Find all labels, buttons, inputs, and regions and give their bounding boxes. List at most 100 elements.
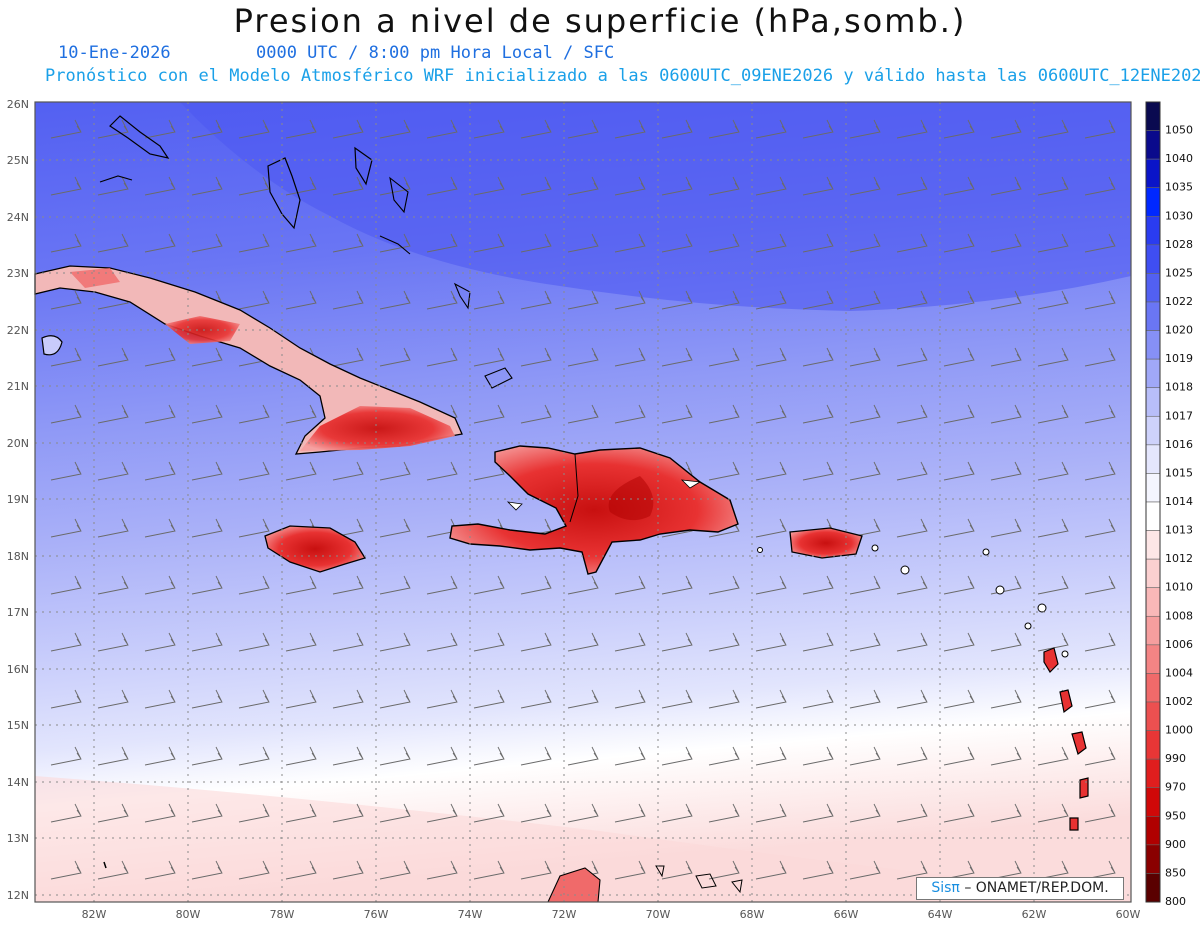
lon-label: 82W [82, 908, 107, 921]
colorbar-label: 1022 [1165, 295, 1193, 308]
lat-label: 14N [7, 776, 29, 789]
lon-label: 80W [176, 908, 201, 921]
colorbar-swatch [1145, 444, 1161, 474]
colorbar-swatch [1145, 758, 1161, 789]
colorbar-label: 1020 [1165, 324, 1193, 337]
colorbar-label: 1040 [1165, 152, 1193, 165]
colorbar-swatch [1145, 215, 1161, 246]
colorbar-label: 900 [1165, 838, 1186, 851]
lesser-antilles [1043, 647, 1089, 831]
valid-time: 0000 UTC / 8:00 pm Hora Local / SFC [256, 43, 615, 63]
colorbar-label: 1035 [1165, 181, 1193, 194]
colorbar-label: 1030 [1165, 209, 1193, 222]
colorbar-swatch [1145, 273, 1161, 303]
colorbar-label: 1016 [1165, 438, 1193, 451]
colorbar-label: 970 [1165, 781, 1186, 794]
colorbar-label: 1010 [1165, 581, 1193, 594]
latitude-axis: 26N 25N 24N 23N 22N 21N 20N 19N 18N 17N … [7, 98, 29, 902]
florida-keys [109, 115, 170, 159]
colorbar-swatch [1145, 815, 1161, 846]
lon-label: 60W [1116, 908, 1141, 921]
colorbar-label: 1012 [1165, 552, 1193, 565]
credit-box: Sisπ – ONAMET/REP.DOM. [916, 877, 1124, 900]
colorbar-swatch [1145, 501, 1161, 531]
lon-label: 72W [552, 908, 577, 921]
colorbar-label: 1050 [1165, 124, 1193, 137]
lon-label: 76W [364, 908, 389, 921]
colorbar-label: 800 [1165, 895, 1186, 908]
lat-label: 18N [7, 550, 29, 563]
jamaica [264, 525, 367, 573]
colorbar-swatch [1145, 387, 1161, 417]
lon-label: 64W [928, 908, 953, 921]
lat-label: 20N [7, 437, 29, 450]
lon-label: 70W [646, 908, 671, 921]
colorbar-swatch [1145, 101, 1161, 131]
lat-label: 17N [7, 606, 29, 619]
colorbar-label: 1014 [1165, 495, 1193, 508]
lon-label: 68W [740, 908, 765, 921]
lat-label: 19N [7, 493, 29, 506]
colorbar-label: 1006 [1165, 638, 1193, 651]
pressure-map: 26N 25N 24N 23N 22N 21N 20N 19N 18N 17N … [7, 98, 1193, 921]
colorbar-label: 1013 [1165, 524, 1193, 537]
colorbar-label: 1008 [1165, 609, 1193, 622]
colorbar-swatch [1145, 873, 1161, 903]
lon-label: 74W [458, 908, 483, 921]
colorbar-swatch [1145, 301, 1161, 331]
colorbar-swatch [1145, 644, 1161, 674]
colorbar-swatch [1145, 587, 1161, 617]
lat-label: 12N [7, 889, 29, 902]
colorbar-label: 1002 [1165, 695, 1193, 708]
longitude-axis: 82W 80W 78W 76W 74W 72W 70W 68W 66W 64W … [82, 908, 1141, 921]
colorbar-swatch [1145, 244, 1161, 274]
colorbar-swatch [1145, 330, 1161, 360]
colorbar-swatch [1145, 558, 1161, 589]
colorbar-swatch [1145, 130, 1161, 160]
valid-date: 10-Ene-2026 [58, 43, 171, 63]
colorbar-swatch [1145, 187, 1161, 217]
lat-label: 23N [7, 267, 29, 280]
credit-text: – ONAMET/REP.DOM. [964, 880, 1109, 896]
colorbar-label: 1019 [1165, 352, 1193, 365]
puerto-rico [789, 527, 863, 559]
colorbar-swatch [1145, 473, 1161, 503]
lat-label: 21N [7, 380, 29, 393]
colorbar-swatch [1145, 701, 1161, 731]
colorbar-label: 1004 [1165, 666, 1193, 679]
colorbar-frame [1145, 101, 1161, 903]
map-frame [34, 101, 1132, 903]
colorbar-swatch [1145, 158, 1161, 189]
lat-label: 22N [7, 324, 29, 337]
colorbar-label: 950 [1165, 809, 1186, 822]
colorbar-label: 1017 [1165, 409, 1193, 422]
colorbar-label: 1015 [1165, 466, 1193, 479]
colorbar-label: 1025 [1165, 266, 1193, 279]
grid [35, 102, 1131, 902]
colorbar-swatch [1145, 844, 1161, 874]
lon-label: 66W [834, 908, 859, 921]
colorbar-swatch [1145, 787, 1161, 817]
forecast-info: Pronóstico con el Modelo Atmosférico WRF… [45, 66, 1200, 86]
colorbar-swatch [1145, 730, 1161, 760]
lat-label: 16N [7, 663, 29, 676]
colorbar-swatch [1145, 415, 1161, 446]
lat-label: 25N [7, 154, 29, 167]
lat-label: 15N [7, 719, 29, 732]
colorbar-label: 1018 [1165, 381, 1193, 394]
colorbar-label: 850 [1165, 866, 1186, 879]
colorbar-swatch [1145, 673, 1161, 703]
colorbar-swatch [1145, 358, 1161, 389]
colorbar-label: 990 [1165, 752, 1186, 765]
colorbar-label: 1000 [1165, 724, 1193, 737]
lat-label: 24N [7, 211, 29, 224]
colorbar-label: 1028 [1165, 238, 1193, 251]
chart-title: Presion a nivel de superficie (hPa,somb.… [233, 2, 967, 40]
sispi-brand: Sisπ [931, 880, 960, 896]
bahamas [267, 157, 301, 230]
colorbar: 1050 1040 1035 1030 1028 1025 1022 1020 1019 1018… [1145, 101, 1193, 908]
colorbar-swatch [1145, 530, 1161, 560]
lat-label: 13N [7, 832, 29, 845]
hispaniola [449, 445, 739, 575]
lon-label: 62W [1022, 908, 1047, 921]
